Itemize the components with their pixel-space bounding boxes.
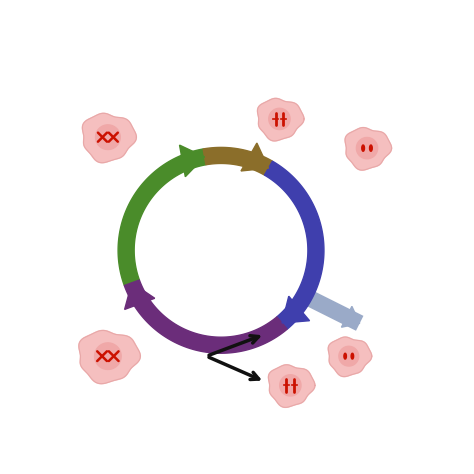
Polygon shape [125,283,155,310]
Polygon shape [257,98,304,141]
Polygon shape [180,145,205,177]
Polygon shape [79,330,140,383]
Polygon shape [280,375,301,396]
Polygon shape [269,108,290,129]
Polygon shape [341,306,360,327]
Polygon shape [95,343,121,369]
Polygon shape [339,346,359,366]
Ellipse shape [362,145,365,151]
Polygon shape [96,125,120,149]
Polygon shape [241,143,268,171]
Polygon shape [82,113,137,163]
Polygon shape [356,137,378,159]
Polygon shape [118,149,206,285]
Polygon shape [124,280,287,353]
Ellipse shape [370,145,372,151]
Polygon shape [268,365,315,407]
Ellipse shape [344,353,346,359]
Polygon shape [328,337,372,377]
Ellipse shape [351,353,354,359]
Polygon shape [264,161,324,329]
Polygon shape [345,128,392,170]
Polygon shape [203,147,273,175]
Polygon shape [282,296,310,323]
